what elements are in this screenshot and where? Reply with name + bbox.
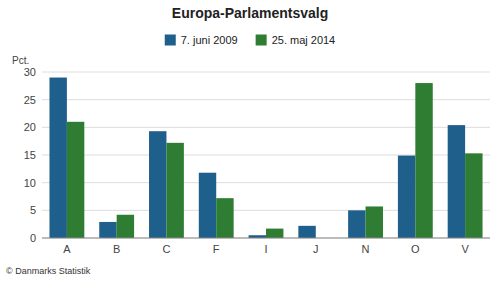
- x-tick-label: J: [313, 243, 319, 255]
- grid: [42, 72, 490, 238]
- x-tick-label: F: [213, 243, 220, 255]
- grid-line: [42, 238, 490, 239]
- bar: [67, 122, 84, 238]
- footnote: © Danmarks Statistik: [6, 266, 91, 276]
- x-tick-label: V: [461, 243, 469, 255]
- bar: [199, 173, 216, 238]
- y-tick-label: 0: [30, 232, 36, 244]
- grid-line: [42, 72, 490, 73]
- legend-swatch: [256, 35, 267, 46]
- legend-swatch: [165, 35, 176, 46]
- y-tick-label: 10: [24, 177, 36, 189]
- x-tick-label: C: [162, 243, 170, 255]
- bar: [266, 229, 283, 238]
- x-tick-label: N: [362, 243, 370, 255]
- legend: 7. juni 2009 25. maj 2014: [165, 34, 336, 46]
- bar: [398, 156, 415, 238]
- bar: [448, 125, 465, 238]
- x-tick-label: I: [264, 243, 267, 255]
- bar: [415, 83, 432, 238]
- legend-item: 7. juni 2009: [165, 34, 238, 46]
- x-tick-label: A: [63, 243, 71, 255]
- bar: [348, 210, 365, 238]
- title: Europa-Parlamentsvalg: [172, 5, 328, 21]
- bar: [216, 198, 233, 238]
- bar: [366, 206, 383, 238]
- y-tick-label: 25: [24, 94, 36, 106]
- bar: [298, 226, 315, 238]
- y-tick-label: 20: [24, 121, 36, 133]
- legend-label: 25. maj 2014: [272, 34, 336, 46]
- y-tick-label: 30: [24, 66, 36, 78]
- bar: [117, 215, 134, 238]
- x-tick-label: O: [411, 243, 420, 255]
- bar: [465, 153, 482, 238]
- x-tick-label: B: [113, 243, 120, 255]
- y-tick-label: 5: [30, 204, 36, 216]
- bar: [49, 78, 66, 238]
- chart-container: Europa-Parlamentsvalg 7. juni 2009 25. maj…: [0, 0, 500, 282]
- legend-item: 25. maj 2014: [256, 34, 336, 46]
- bar: [166, 143, 183, 238]
- chart: Europa-Parlamentsvalg 7. juni 2009 25. maj…: [0, 0, 500, 282]
- bars: [49, 78, 482, 238]
- x-axis-line: [42, 238, 490, 239]
- legend-label: 7. juni 2009: [181, 34, 238, 46]
- y-axis-label: Pct.: [12, 55, 29, 66]
- bar: [99, 222, 116, 238]
- y-tick-label: 15: [24, 149, 36, 161]
- bar: [149, 131, 166, 238]
